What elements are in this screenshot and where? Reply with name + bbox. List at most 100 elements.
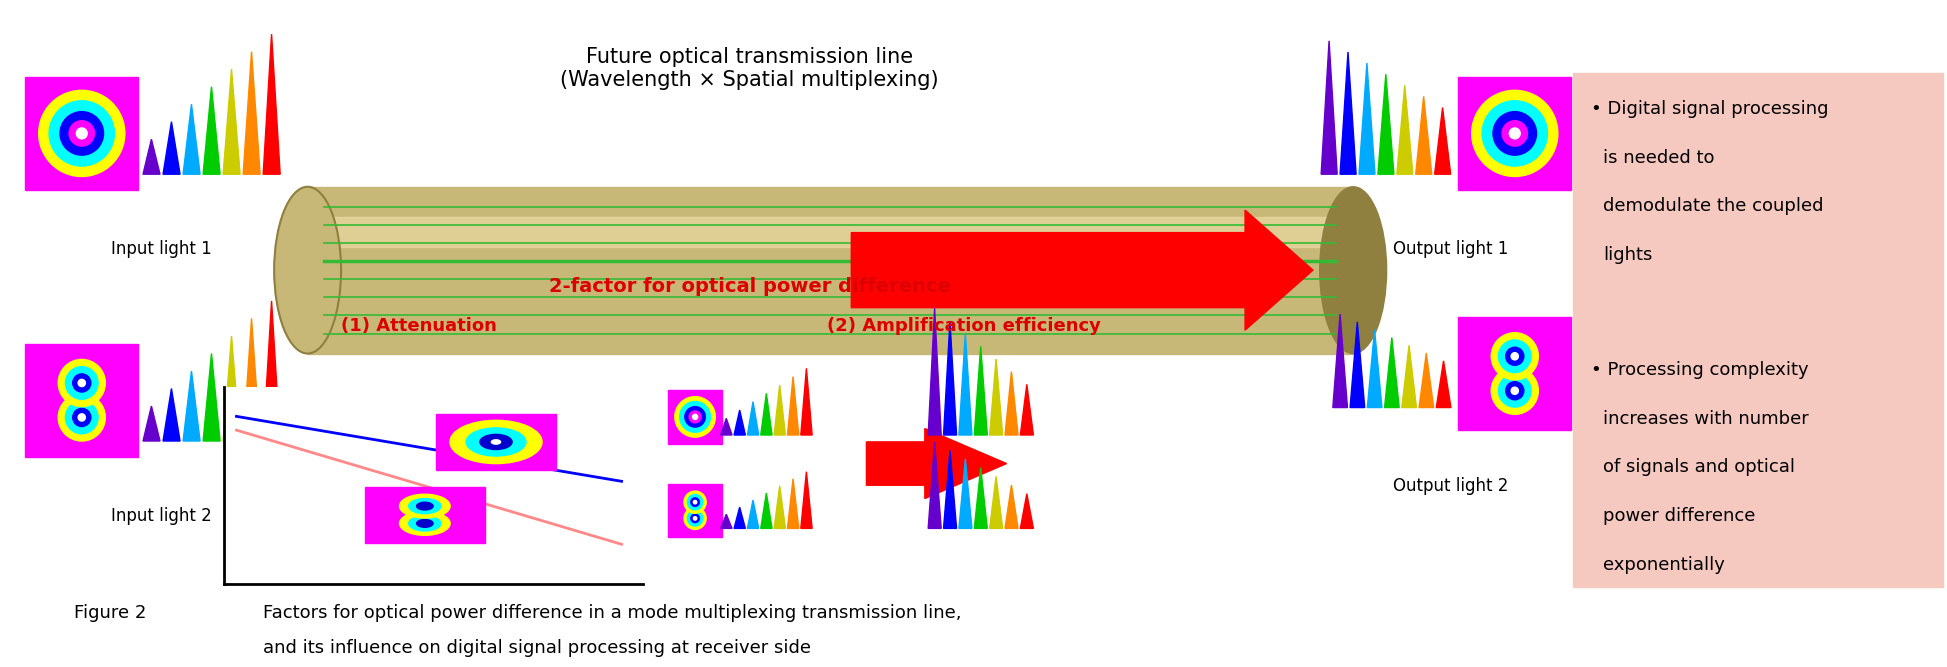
Circle shape [693,416,697,418]
Circle shape [450,420,541,464]
Bar [1458,317,1571,430]
Circle shape [1482,101,1548,166]
Polygon shape [989,359,1003,435]
Circle shape [68,121,95,146]
Text: demodulate the coupled: demodulate the coupled [1602,197,1824,215]
Polygon shape [1005,485,1018,528]
Polygon shape [944,321,956,435]
Ellipse shape [1320,187,1386,354]
Circle shape [676,397,715,437]
Text: is needed to: is needed to [1602,149,1715,167]
Text: 2-factor for optical power difference: 2-factor for optical power difference [549,277,950,295]
Circle shape [1499,374,1530,407]
FancyArrow shape [851,210,1312,330]
Circle shape [80,131,84,136]
Circle shape [409,498,440,514]
Polygon shape [1340,52,1357,174]
Polygon shape [1396,85,1414,174]
Circle shape [689,411,701,423]
Text: Output light 1: Output light 1 [1392,240,1509,258]
Circle shape [1472,90,1558,177]
Polygon shape [1419,353,1433,408]
Polygon shape [787,377,798,435]
Circle shape [691,498,699,506]
Text: power difference: power difference [1602,507,1756,525]
Polygon shape [1415,97,1431,174]
Circle shape [78,380,86,387]
Polygon shape [761,493,773,528]
Text: Figure 2: Figure 2 [74,604,146,622]
Circle shape [693,517,697,520]
Circle shape [685,407,705,427]
Text: Input light 2: Input light 2 [111,507,212,525]
Circle shape [693,414,697,420]
Polygon shape [958,459,972,528]
Bar [436,414,555,470]
Circle shape [76,128,88,139]
Circle shape [1491,367,1538,414]
Polygon shape [1402,346,1417,408]
Polygon shape [1435,107,1451,174]
Polygon shape [775,385,785,435]
Polygon shape [944,450,956,528]
Bar [1458,77,1571,190]
Circle shape [1501,121,1528,146]
Bar [308,187,1353,354]
Bar [1573,73,1943,587]
Polygon shape [263,301,280,441]
Circle shape [1513,131,1517,136]
Polygon shape [1359,63,1375,174]
Polygon shape [243,318,261,441]
Polygon shape [1437,361,1451,408]
Polygon shape [202,354,220,441]
Circle shape [1505,348,1525,366]
Circle shape [58,394,105,441]
FancyArrow shape [866,429,1007,499]
Polygon shape [734,410,746,435]
Polygon shape [183,371,201,441]
Polygon shape [929,308,940,435]
Circle shape [680,402,711,432]
Polygon shape [720,418,732,435]
Circle shape [687,494,703,510]
Text: (2) Amplification efficiency: (2) Amplification efficiency [827,317,1100,335]
Polygon shape [224,69,239,174]
Circle shape [1505,382,1525,400]
Bar [668,390,722,444]
Polygon shape [748,402,759,435]
Polygon shape [800,472,812,528]
Circle shape [66,401,97,434]
Circle shape [72,408,92,426]
Polygon shape [164,121,179,174]
Polygon shape [1020,494,1034,528]
Circle shape [399,512,450,536]
Text: • Processing complexity: • Processing complexity [1591,361,1809,379]
Circle shape [691,514,699,523]
Polygon shape [989,476,1003,528]
Circle shape [417,502,432,510]
Polygon shape [787,479,798,528]
Text: exponentially: exponentially [1602,556,1725,574]
Bar [25,344,138,457]
Circle shape [399,494,450,518]
Bar [668,484,722,537]
Polygon shape [800,368,812,435]
Circle shape [687,511,703,526]
Bar [25,77,138,190]
Text: Future optical transmission line
(Wavelength × Spatial multiplexing): Future optical transmission line (Wavele… [561,47,938,90]
Polygon shape [929,442,940,528]
Circle shape [1509,128,1521,139]
Bar [364,487,485,543]
Polygon shape [183,104,201,174]
Circle shape [60,111,103,155]
Polygon shape [1378,74,1394,174]
Circle shape [1511,353,1519,360]
Circle shape [78,414,86,421]
Polygon shape [1322,41,1338,174]
Circle shape [1491,333,1538,380]
Text: lights: lights [1602,246,1653,264]
Polygon shape [263,34,280,174]
Polygon shape [243,51,261,174]
Polygon shape [224,336,239,441]
Polygon shape [1005,372,1018,435]
